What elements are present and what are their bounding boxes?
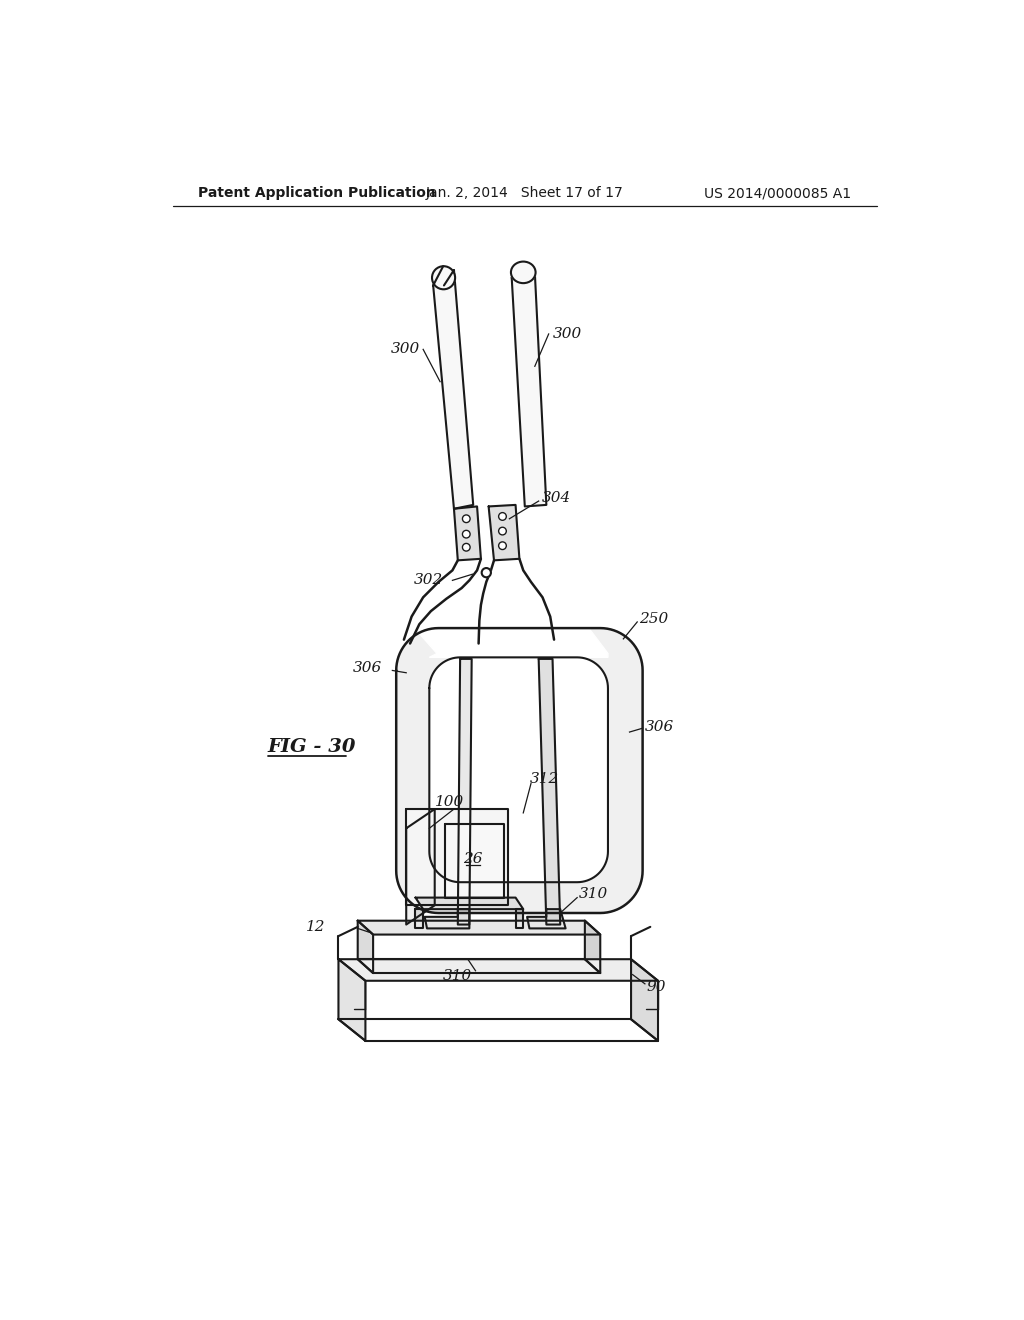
Circle shape — [463, 531, 470, 539]
Polygon shape — [407, 809, 508, 906]
Polygon shape — [416, 898, 523, 909]
Text: 90: 90 — [646, 979, 666, 994]
Text: 26: 26 — [464, 853, 483, 866]
Circle shape — [499, 527, 506, 535]
Polygon shape — [527, 909, 565, 928]
Polygon shape — [512, 272, 547, 507]
Ellipse shape — [511, 261, 536, 284]
Circle shape — [463, 515, 470, 523]
Polygon shape — [416, 909, 423, 928]
Polygon shape — [425, 909, 469, 928]
Text: US 2014/0000085 A1: US 2014/0000085 A1 — [705, 186, 851, 201]
Text: 306: 306 — [352, 661, 382, 675]
Polygon shape — [429, 657, 608, 882]
Polygon shape — [454, 507, 481, 560]
Polygon shape — [407, 809, 435, 924]
Text: 310: 310 — [443, 969, 472, 983]
Text: 310: 310 — [579, 887, 608, 900]
Text: Jan. 2, 2014   Sheet 17 of 17: Jan. 2, 2014 Sheet 17 of 17 — [426, 186, 624, 201]
Polygon shape — [539, 659, 560, 924]
Polygon shape — [585, 921, 600, 973]
Polygon shape — [339, 960, 658, 981]
Polygon shape — [408, 566, 608, 657]
Text: 304: 304 — [542, 491, 571, 506]
Polygon shape — [444, 825, 504, 898]
Polygon shape — [433, 271, 473, 508]
Polygon shape — [357, 921, 373, 973]
Circle shape — [481, 568, 490, 577]
Text: 300: 300 — [553, 327, 582, 341]
Polygon shape — [357, 921, 600, 935]
Polygon shape — [488, 506, 519, 560]
Text: Patent Application Publication: Patent Application Publication — [199, 186, 436, 201]
Text: 250: 250 — [639, 612, 668, 626]
Polygon shape — [515, 909, 523, 928]
Polygon shape — [458, 659, 472, 924]
Text: 312: 312 — [529, 772, 559, 785]
Polygon shape — [339, 960, 366, 1040]
Circle shape — [463, 544, 470, 552]
Text: 100: 100 — [435, 795, 464, 809]
Text: FIG - 30: FIG - 30 — [267, 738, 356, 756]
Polygon shape — [631, 960, 658, 1040]
Text: 302: 302 — [414, 573, 443, 587]
Circle shape — [499, 512, 506, 520]
Ellipse shape — [432, 267, 455, 289]
Polygon shape — [396, 628, 643, 913]
Text: 300: 300 — [391, 342, 420, 356]
Text: 306: 306 — [645, 719, 674, 734]
Text: 12: 12 — [306, 920, 326, 933]
Circle shape — [499, 541, 506, 549]
